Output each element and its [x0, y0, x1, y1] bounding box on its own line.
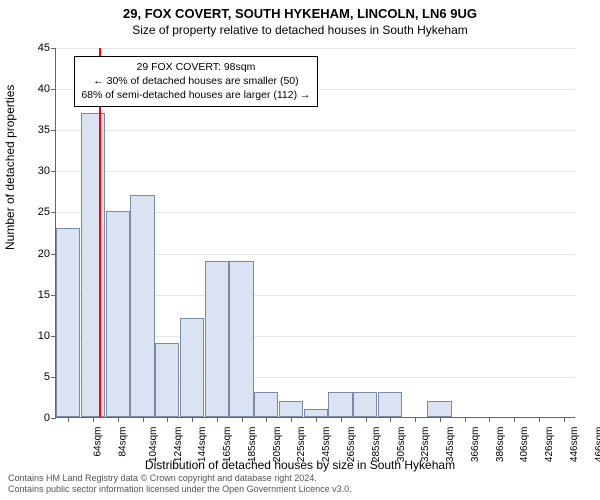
x-tick-label: 245sqm	[321, 427, 332, 463]
x-tick-mark	[514, 417, 515, 422]
x-tick-label: 366sqm	[470, 427, 481, 463]
x-tick-label: 185sqm	[247, 427, 258, 463]
x-tick-label: 165sqm	[222, 427, 233, 463]
annotation-line-3: 68% of semi-detached houses are larger (…	[81, 88, 310, 102]
x-tick-mark	[68, 417, 69, 422]
chart-container: 29, FOX COVERT, SOUTH HYKEHAM, LINCOLN, …	[0, 0, 600, 500]
histogram-bar	[180, 318, 204, 417]
y-axis-label-text: Number of detached properties	[3, 85, 17, 250]
x-tick-label: 205sqm	[272, 427, 283, 463]
x-tick-mark	[366, 417, 367, 422]
x-tick-label: 285sqm	[371, 427, 382, 463]
x-tick-label: 345sqm	[445, 427, 456, 463]
x-tick-label: 64sqm	[93, 427, 104, 457]
histogram-bar	[279, 401, 303, 417]
x-tick-mark	[118, 417, 119, 422]
x-tick-label: 225sqm	[297, 427, 308, 463]
histogram-bar	[378, 392, 402, 417]
x-tick-mark	[415, 417, 416, 422]
x-tick-label: 446sqm	[569, 427, 580, 463]
footer: Contains HM Land Registry data © Crown c…	[0, 469, 600, 500]
x-tick-mark	[316, 417, 317, 422]
x-tick-mark	[489, 417, 490, 422]
x-tick-label: 426sqm	[544, 427, 555, 463]
plot-area: 05101520253035404564sqm84sqm104sqm124sqm…	[55, 48, 575, 418]
histogram-bar	[353, 392, 377, 417]
x-tick-mark	[564, 417, 565, 422]
grid-line	[56, 48, 575, 49]
grid-line	[56, 171, 575, 172]
x-tick-mark	[291, 417, 292, 422]
x-tick-mark	[266, 417, 267, 422]
histogram-bar	[254, 392, 278, 417]
chart-title: 29, FOX COVERT, SOUTH HYKEHAM, LINCOLN, …	[0, 0, 600, 21]
footer-line-1: Contains HM Land Registry data © Crown c…	[8, 473, 592, 485]
y-tick-mark	[51, 130, 56, 131]
annotation-box: 29 FOX COVERT: 98sqm ← 30% of detached h…	[74, 56, 317, 107]
histogram-bar	[205, 261, 229, 417]
grid-line	[56, 130, 575, 131]
x-tick-mark	[217, 417, 218, 422]
histogram-bar	[106, 211, 130, 417]
x-tick-mark	[192, 417, 193, 422]
x-tick-mark	[465, 417, 466, 422]
histogram-bar	[56, 228, 80, 417]
histogram-bar	[427, 401, 451, 417]
x-tick-mark	[341, 417, 342, 422]
x-tick-label: 124sqm	[173, 427, 184, 463]
x-tick-label: 144sqm	[198, 427, 209, 463]
x-tick-label: 104sqm	[148, 427, 159, 463]
y-tick-mark	[51, 89, 56, 90]
x-tick-mark	[242, 417, 243, 422]
x-tick-mark	[440, 417, 441, 422]
y-tick-mark	[51, 171, 56, 172]
y-tick-mark	[51, 418, 56, 419]
x-tick-label: 84sqm	[118, 427, 129, 457]
y-tick-mark	[51, 48, 56, 49]
x-tick-mark	[167, 417, 168, 422]
histogram-bar	[328, 392, 352, 417]
histogram-bar	[229, 261, 253, 417]
x-tick-label: 325sqm	[420, 427, 431, 463]
annotation-line-2: ← 30% of detached houses are smaller (50…	[81, 74, 310, 88]
y-axis-label: Number of detached properties	[3, 85, 17, 250]
footer-line-2: Contains public sector information licen…	[8, 484, 592, 496]
x-tick-label: 406sqm	[519, 427, 530, 463]
histogram-bar	[130, 195, 154, 417]
histogram-bar	[81, 113, 105, 417]
x-tick-mark	[143, 417, 144, 422]
x-tick-label: 386sqm	[495, 427, 506, 463]
x-tick-label: 466sqm	[594, 427, 600, 463]
annotation-line-1: 29 FOX COVERT: 98sqm	[81, 60, 310, 74]
x-tick-label: 305sqm	[396, 427, 407, 463]
x-tick-label: 265sqm	[346, 427, 357, 463]
y-tick-mark	[51, 212, 56, 213]
x-tick-mark	[390, 417, 391, 422]
chart-subtitle: Size of property relative to detached ho…	[0, 21, 600, 37]
histogram-bar	[304, 409, 328, 417]
histogram-bar	[155, 343, 179, 417]
x-tick-mark	[93, 417, 94, 422]
x-tick-mark	[539, 417, 540, 422]
